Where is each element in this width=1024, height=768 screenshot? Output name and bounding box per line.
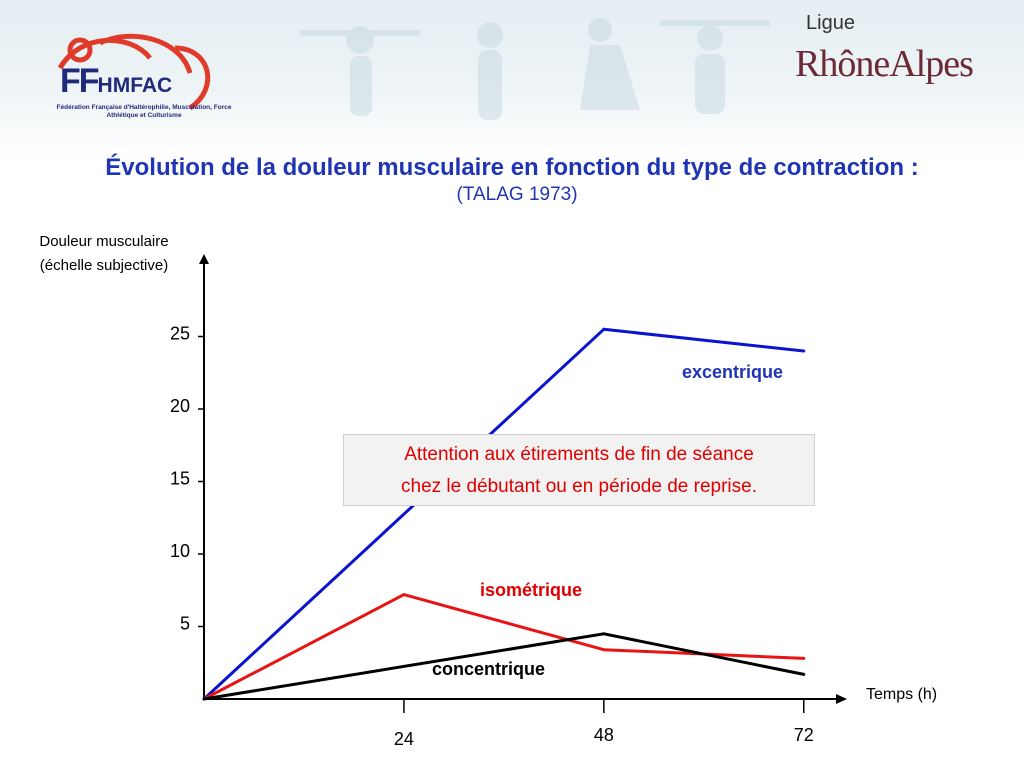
logo-letters: FFHMFAC xyxy=(60,62,172,101)
y-tick-label: 20 xyxy=(170,396,190,416)
slide-title: Évolution de la douleur musculaire en fo… xyxy=(105,154,919,181)
x-tick-label: 48 xyxy=(594,725,614,745)
y-tick-label: 15 xyxy=(170,469,190,489)
data-point xyxy=(202,697,206,701)
series-label-excentrique: excentrique xyxy=(682,362,784,382)
x-axis-arrow xyxy=(836,694,847,704)
data-point xyxy=(602,327,606,331)
series-label-concentrique: concentrique xyxy=(432,659,546,679)
y-axis-arrow xyxy=(199,254,209,264)
y-tick-label: 5 xyxy=(180,614,190,634)
data-point xyxy=(802,672,806,676)
data-point xyxy=(402,593,406,597)
data-point xyxy=(602,632,606,636)
data-point xyxy=(802,656,806,660)
header-band xyxy=(0,0,1024,160)
athletes-background-graphic xyxy=(300,18,770,120)
callout-line-2: chez le débutant ou en période de repris… xyxy=(401,476,757,497)
y-tick-label: 10 xyxy=(170,541,190,561)
x-axis-label: Temps (h) xyxy=(866,686,938,703)
series-line-excentrique xyxy=(202,327,804,701)
callout-line-1: Attention aux étirements de fin de séanc… xyxy=(404,444,754,465)
chart-series xyxy=(202,327,806,701)
warning-callout-box: Attention aux étirements de fin de séanc… xyxy=(343,434,815,506)
ligue-label: Ligue xyxy=(806,12,855,34)
y-axis-label: Douleur musculaire (échelle subjective) xyxy=(12,230,196,278)
y-axis-label-line2: (échelle subjective) xyxy=(39,257,169,274)
y-axis-label-line1: Douleur musculaire xyxy=(39,233,169,250)
series-label-isometrique: isométrique xyxy=(480,580,583,600)
logo-text-big: FF xyxy=(60,62,100,100)
logo-caption: Fédération Française d'Haltérophilie, Mu… xyxy=(56,104,232,119)
chart-axes: 5 10 15 20 25 24 48 72 xyxy=(170,254,847,749)
data-point xyxy=(602,648,606,652)
ffhmfac-logo xyxy=(57,33,211,111)
region-logo-text: RhôneAlpes xyxy=(795,43,974,85)
x-tick-label: 72 xyxy=(794,725,814,745)
data-point xyxy=(802,349,806,353)
x-tick-label: 24 xyxy=(394,729,414,749)
slide-subtitle: (TALAG 1973) xyxy=(456,184,578,205)
logo-text-small: HMFAC xyxy=(97,74,173,97)
y-tick-label: 25 xyxy=(170,324,190,344)
